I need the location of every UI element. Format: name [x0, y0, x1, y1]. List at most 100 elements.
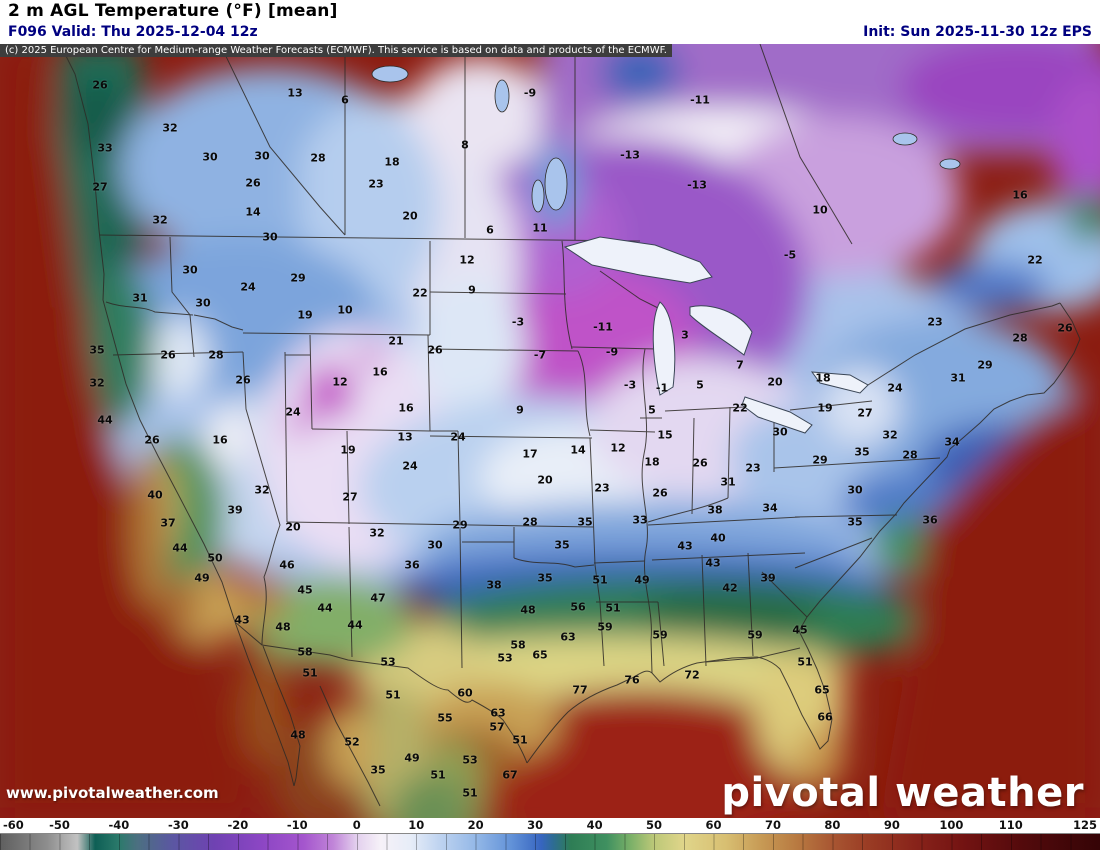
temp-value-label: 5 [648, 403, 656, 417]
temp-value-label: 26 [235, 373, 251, 387]
temp-value-label: 23 [927, 315, 943, 329]
temp-value-label: 53 [497, 651, 513, 665]
temp-value-label: 12 [610, 441, 626, 455]
temp-value-label: 6 [341, 93, 349, 107]
colorbar-tick: 110 [998, 818, 1023, 832]
temp-value-label: 3 [681, 328, 689, 342]
temp-value-label: -11 [593, 320, 613, 334]
temp-value-label: 32 [152, 213, 168, 227]
temp-value-label: 20 [537, 473, 553, 487]
temp-value-label: 51 [592, 573, 608, 587]
temp-value-label: -3 [511, 315, 525, 329]
temp-value-label: 42 [722, 581, 738, 595]
temp-value-label: 5 [696, 378, 704, 392]
colorbar-tick: 100 [939, 818, 964, 832]
temp-value-label: 50 [207, 551, 223, 565]
temp-value-label: 76 [624, 673, 640, 687]
temp-value-label: -1 [655, 381, 669, 395]
colorbar-tick: 60 [705, 818, 722, 832]
temp-value-label: 29 [812, 453, 828, 467]
temp-value-label: 35 [577, 515, 593, 529]
temp-value-label: -3 [623, 378, 637, 392]
temp-value-label: 14 [245, 205, 261, 219]
temp-value-label: -9 [605, 345, 619, 359]
temp-value-label: 51 [512, 733, 528, 747]
temp-value-label: 49 [404, 751, 420, 765]
temp-value-label: 19 [340, 443, 356, 457]
temp-value-label: 23 [368, 177, 384, 191]
temp-value-label: 51 [302, 666, 318, 680]
copyright-notice: (c) 2025 European Centre for Medium-rang… [0, 44, 672, 57]
temp-value-label: 60 [457, 686, 473, 700]
temp-value-label: 28 [208, 348, 224, 362]
colorbar-tick: -40 [108, 818, 130, 832]
temp-value-label: 20 [767, 375, 783, 389]
temp-value-label: 27 [857, 406, 873, 420]
temp-value-label: 46 [279, 558, 295, 572]
temp-value-label: 7 [736, 358, 744, 372]
temp-value-label: -9 [523, 86, 537, 100]
temp-value-label: 63 [490, 706, 506, 720]
temp-value-label: 44 [97, 413, 113, 427]
temp-value-label: -5 [783, 248, 797, 262]
temp-value-label: 26 [160, 348, 176, 362]
temp-value-label: 45 [297, 583, 313, 597]
temp-value-label: 45 [792, 623, 808, 637]
temp-value-label: 34 [762, 501, 778, 515]
temp-value-label: 56 [570, 600, 586, 614]
colorbar-tick: 70 [764, 818, 781, 832]
temp-value-label: 26 [144, 433, 160, 447]
temp-value-label: 51 [462, 786, 478, 800]
temp-value-label: 10 [337, 303, 353, 317]
temp-value-label: 18 [644, 455, 660, 469]
temp-value-label: 22 [412, 286, 428, 300]
temp-value-label: 33 [632, 513, 648, 527]
temp-value-label: 9 [468, 283, 476, 297]
temp-value-label: 49 [194, 571, 210, 585]
temp-value-label: 10 [812, 203, 828, 217]
temp-value-label: 58 [510, 638, 526, 652]
temp-value-label: 67 [502, 768, 518, 782]
temp-value-label: 48 [275, 620, 291, 634]
colorbar-tick: 30 [527, 818, 544, 832]
temp-value-label: -7 [533, 348, 547, 362]
map-labels: 26 13 6 -9 -11 8 -13 32 33 30 30 28 18 26 23 -13 27 32 14 2… [0, 44, 1100, 818]
temp-value-label: 63 [560, 630, 576, 644]
temp-value-label: 16 [398, 401, 414, 415]
temp-value-label: 52 [344, 735, 360, 749]
temp-value-label: 30 [772, 425, 788, 439]
forecast-valid-time: F096 Valid: Thu 2025-12-04 12z [8, 24, 258, 40]
temp-value-label: 30 [182, 263, 198, 277]
temp-value-label: 35 [847, 515, 863, 529]
temp-value-label: 51 [797, 655, 813, 669]
map-title: 2 m AGL Temperature (°F) [mean] [8, 1, 338, 21]
temp-value-label: 49 [634, 573, 650, 587]
temp-value-label: 31 [132, 291, 148, 305]
political-borders [59, 44, 1081, 807]
temp-value-label: 55 [437, 711, 453, 725]
temp-value-label: 57 [489, 720, 505, 734]
temp-value-label: 26 [1057, 321, 1073, 335]
temp-value-label: 39 [227, 503, 243, 517]
colorbar-tick: 50 [646, 818, 663, 832]
temp-value-label: 26 [245, 176, 261, 190]
temp-value-label: 30 [847, 483, 863, 497]
temp-value-label: 24 [887, 381, 903, 395]
temp-value-label: 38 [486, 578, 502, 592]
temp-value-label: 43 [234, 613, 250, 627]
temp-value-label: 16 [212, 433, 228, 447]
temp-value-label: 9 [516, 403, 524, 417]
colorbar-tick: -20 [227, 818, 249, 832]
temp-value-label: 15 [657, 428, 673, 442]
temp-value-label: 33 [97, 141, 113, 155]
temp-value-label: 22 [732, 401, 748, 415]
temp-value-label: 48 [290, 728, 306, 742]
temp-value-label: -13 [620, 148, 640, 162]
temp-value-label: 59 [597, 620, 613, 634]
temp-value-label: 24 [402, 459, 418, 473]
model-init-time: Init: Sun 2025-11-30 12z EPS [863, 24, 1092, 40]
colorbar-tick: 20 [467, 818, 484, 832]
temp-value-label: 58 [297, 645, 313, 659]
temp-value-label: 44 [347, 618, 363, 632]
temp-value-label: 6 [486, 223, 494, 237]
